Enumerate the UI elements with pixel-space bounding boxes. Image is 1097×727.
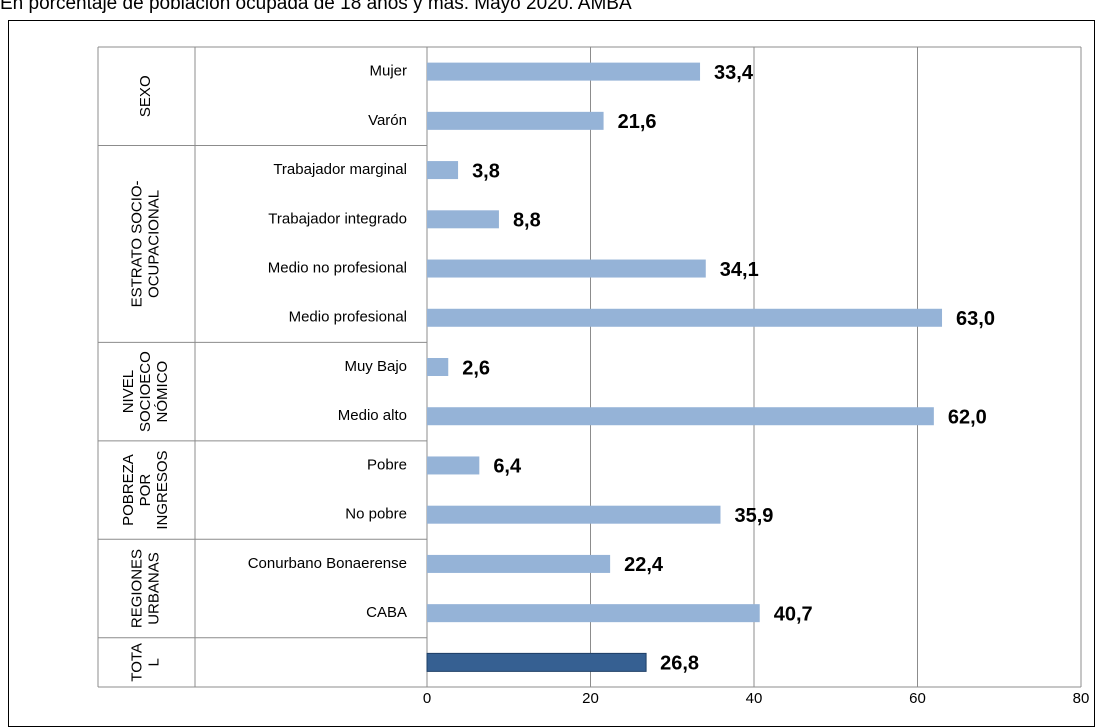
value-label: 6,4 — [493, 456, 522, 478]
group-label: ESTRATO SOCIO- — [128, 180, 145, 307]
bar — [427, 259, 706, 278]
value-label: 34,1 — [720, 259, 759, 281]
x-tick-label: 0 — [423, 690, 431, 707]
value-label: 63,0 — [956, 308, 995, 330]
group-label: INGRESOS — [154, 450, 171, 529]
category-label: Muy Bajo — [344, 358, 407, 375]
group-label: REGIONES — [128, 549, 145, 628]
group-label: NIVEL — [120, 370, 137, 413]
bar — [427, 62, 701, 81]
bar — [427, 554, 611, 573]
category-label: Medio alto — [338, 407, 407, 424]
group-label: SEXO — [137, 75, 154, 117]
group-label: L — [145, 658, 162, 666]
bar — [427, 161, 459, 180]
category-label: Trabajador integrado — [268, 210, 407, 227]
value-label: 21,6 — [618, 111, 657, 133]
bar — [427, 505, 721, 524]
value-label: 8,8 — [513, 210, 541, 232]
value-label: 26,8 — [660, 653, 699, 675]
category-label: Mujer — [369, 63, 407, 80]
value-label: 3,8 — [472, 160, 500, 182]
group-label: SOCIOECO — [137, 351, 154, 432]
x-tick-label: 20 — [582, 690, 599, 707]
category-label: Medio profesional — [289, 309, 407, 326]
group-label: OCUPACIONAL — [145, 190, 162, 298]
bar — [427, 308, 943, 327]
bar — [426, 652, 647, 672]
category-label: Trabajador marginal — [273, 161, 407, 178]
value-label: 40,7 — [774, 603, 813, 625]
category-label: Conurbano Bonaerense — [248, 555, 407, 572]
bar — [427, 407, 934, 426]
x-tick-label: 80 — [1073, 690, 1090, 707]
bar — [427, 456, 480, 475]
bar — [427, 604, 760, 623]
category-label: CABA — [366, 604, 407, 621]
category-label: Varón — [368, 112, 407, 129]
value-label: 62,0 — [948, 407, 987, 429]
category-label: Medio no profesional — [268, 260, 407, 277]
group-label: POR — [137, 474, 154, 507]
bar — [427, 111, 604, 130]
bar — [427, 358, 449, 376]
bar — [427, 210, 499, 229]
value-label: 2,6 — [462, 357, 490, 379]
group-label: NÓMICO — [154, 361, 171, 423]
value-label: 35,9 — [734, 505, 773, 527]
group-label: POBREZA — [120, 454, 137, 526]
group-label: TOTA — [128, 643, 145, 682]
x-tick-label: 60 — [909, 690, 926, 707]
x-tick-label: 40 — [746, 690, 763, 707]
group-label: URBANAS — [145, 552, 162, 625]
category-label: No pobre — [345, 506, 407, 523]
chart-title: En porcentaje de población ocupada de 18… — [0, 0, 632, 14]
category-label: Pobre — [367, 456, 407, 473]
value-label: 33,4 — [714, 62, 754, 84]
value-label: 22,4 — [624, 554, 664, 576]
